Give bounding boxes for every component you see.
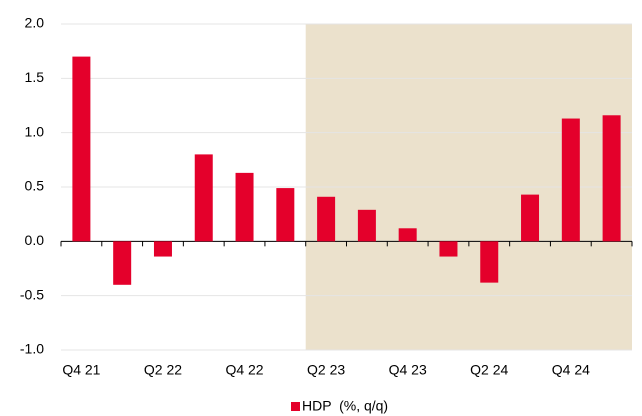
bar <box>194 154 213 242</box>
bar <box>357 209 376 242</box>
x-tick-label: Q2 22 <box>144 362 182 378</box>
y-tick-label: -1.0 <box>20 341 44 357</box>
bar <box>561 118 580 242</box>
bar <box>235 172 254 242</box>
x-tick-label: Q4 21 <box>62 362 100 378</box>
bar <box>521 194 540 242</box>
bar <box>72 56 91 242</box>
bar <box>153 241 172 257</box>
y-tick-label: 1.0 <box>25 123 45 139</box>
x-tick-label: Q4 24 <box>552 362 590 378</box>
y-tick-label: 0.5 <box>25 178 45 194</box>
legend-swatch <box>291 402 300 411</box>
bar <box>113 241 132 285</box>
bar <box>480 241 499 283</box>
bar <box>317 196 336 242</box>
bar <box>439 241 458 257</box>
x-tick-label: Q4 23 <box>389 362 427 378</box>
x-tick-label: Q2 24 <box>470 362 508 378</box>
y-tick-label: 2.0 <box>25 15 45 31</box>
legend-label: HDP (%, q/q) <box>302 398 388 414</box>
y-tick-label: 0.0 <box>25 232 45 248</box>
bar <box>602 115 621 242</box>
bar <box>398 228 417 242</box>
x-tick-label: Q2 23 <box>307 362 345 378</box>
y-tick-label: -0.5 <box>20 286 44 302</box>
y-tick-label: 1.5 <box>25 69 45 85</box>
x-tick-label: Q4 22 <box>225 362 263 378</box>
bar <box>276 188 295 242</box>
